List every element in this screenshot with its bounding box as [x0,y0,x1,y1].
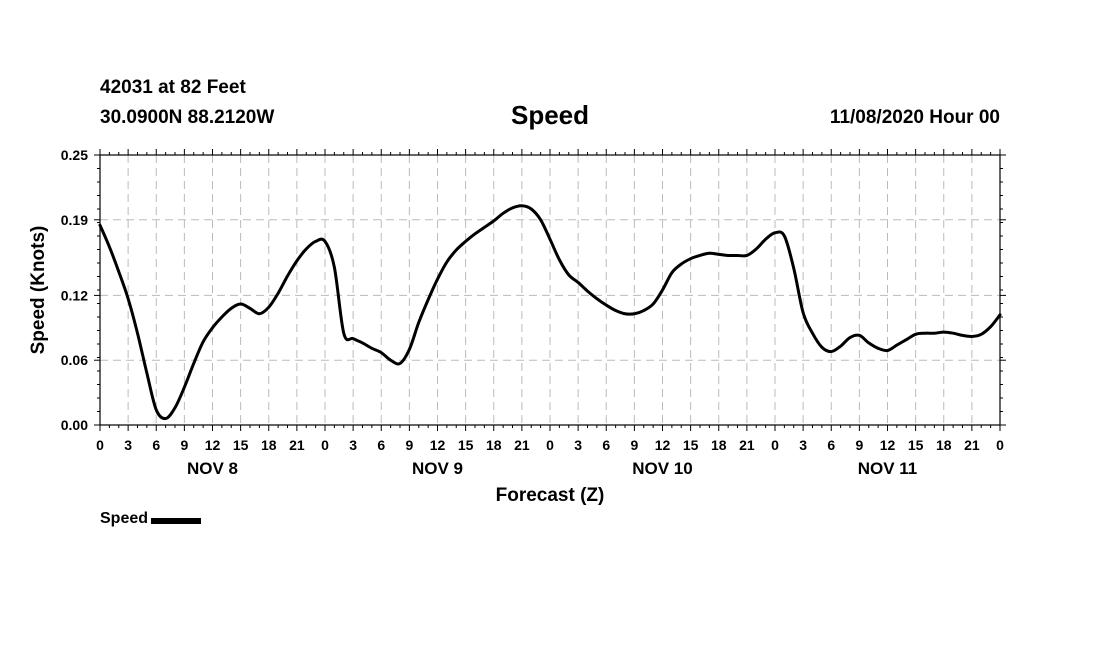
plot-frame [99,154,1001,426]
x-tick-label: 9 [405,437,413,453]
y-tick-label: 0.06 [61,352,88,368]
x-tick-label: 21 [739,437,755,453]
x-tick-label: 18 [936,437,952,453]
legend-label: Speed [100,510,149,527]
x-tick-label: 0 [771,437,779,453]
day-label: NOV 8 [187,459,238,478]
y-tick-label: 0.00 [61,417,88,433]
x-tick-label: 0 [321,437,329,453]
x-tick-label: 12 [430,437,446,453]
x-tick-label: 21 [964,437,980,453]
x-tick-label: 0 [96,437,104,453]
x-tick-label: 15 [908,437,924,453]
x-tick-label: 18 [261,437,277,453]
station-coordinates: 30.0900N 88.2120W [100,107,275,128]
x-tick-label: 18 [711,437,727,453]
day-label: NOV 11 [858,459,918,478]
station-label: 42031 at 82 Feet [100,77,246,98]
x-tick-labels: 0 3 6 9 12 15 18 21 0 3 6 9 12 15 18 21 0 3 6 9 12 15 18 21 0 3 6 9… [96,437,1004,453]
x-tick-label: 0 [996,437,1004,453]
chart-title: Speed [510,100,590,130]
x-tick-label: 9 [180,437,188,453]
x-tick-label: 9 [630,437,638,453]
grid-lines [100,155,1000,425]
x-axis-label: Forecast (Z) [496,485,605,506]
speed-series-line [98,204,1002,421]
y-tick-label: 0.25 [61,147,88,163]
x-tick-label: 12 [655,437,671,453]
x-tick-label: 9 [855,437,863,453]
x-tick-label: 12 [880,437,896,453]
y-tick-label: 0.12 [61,287,88,303]
x-tick-label: 18 [486,437,502,453]
x-tick-label: 15 [233,437,249,453]
y-tick-labels: 0.00 0.06 0.12 0.19 0.25 [61,147,88,433]
x-tick-label: 15 [458,437,474,453]
x-tick-label: 6 [827,437,835,453]
legend-line-swatch [151,517,202,524]
x-tick-label: 21 [514,437,530,453]
day-label: NOV 10 [632,459,692,478]
day-label: NOV 9 [412,459,463,478]
x-tick-label: 21 [289,437,305,453]
legend: Speed [100,510,202,528]
x-tick-label: 3 [124,437,132,453]
x-tick-label: 3 [574,437,582,453]
day-labels: NOV 8 NOV 9 NOV 10 NOV 11 [187,459,917,478]
x-tick-label: 6 [377,437,385,453]
x-tick-label: 12 [205,437,221,453]
x-tick-label: 15 [683,437,699,453]
y-axis-label: Speed (Knots) [28,226,49,355]
x-tick-label: 6 [152,437,160,453]
forecast-run-time: 11/08/2020 Hour 00 [829,107,1000,128]
y-tick-label: 0.19 [61,212,88,228]
x-tick-label: 3 [799,437,807,453]
x-tick-label: 3 [349,437,357,453]
x-tick-label: 0 [546,437,554,453]
x-tick-label: 6 [602,437,610,453]
